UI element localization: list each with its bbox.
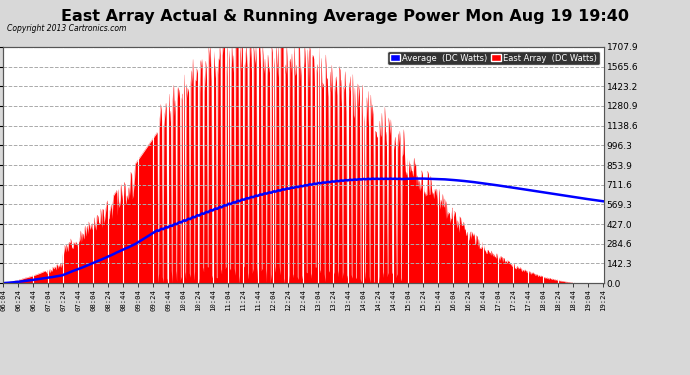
Text: Copyright 2013 Cartronics.com: Copyright 2013 Cartronics.com bbox=[7, 24, 126, 33]
Legend: Average  (DC Watts), East Array  (DC Watts): Average (DC Watts), East Array (DC Watts… bbox=[387, 51, 600, 65]
Text: East Array Actual & Running Average Power Mon Aug 19 19:40: East Array Actual & Running Average Powe… bbox=[61, 9, 629, 24]
